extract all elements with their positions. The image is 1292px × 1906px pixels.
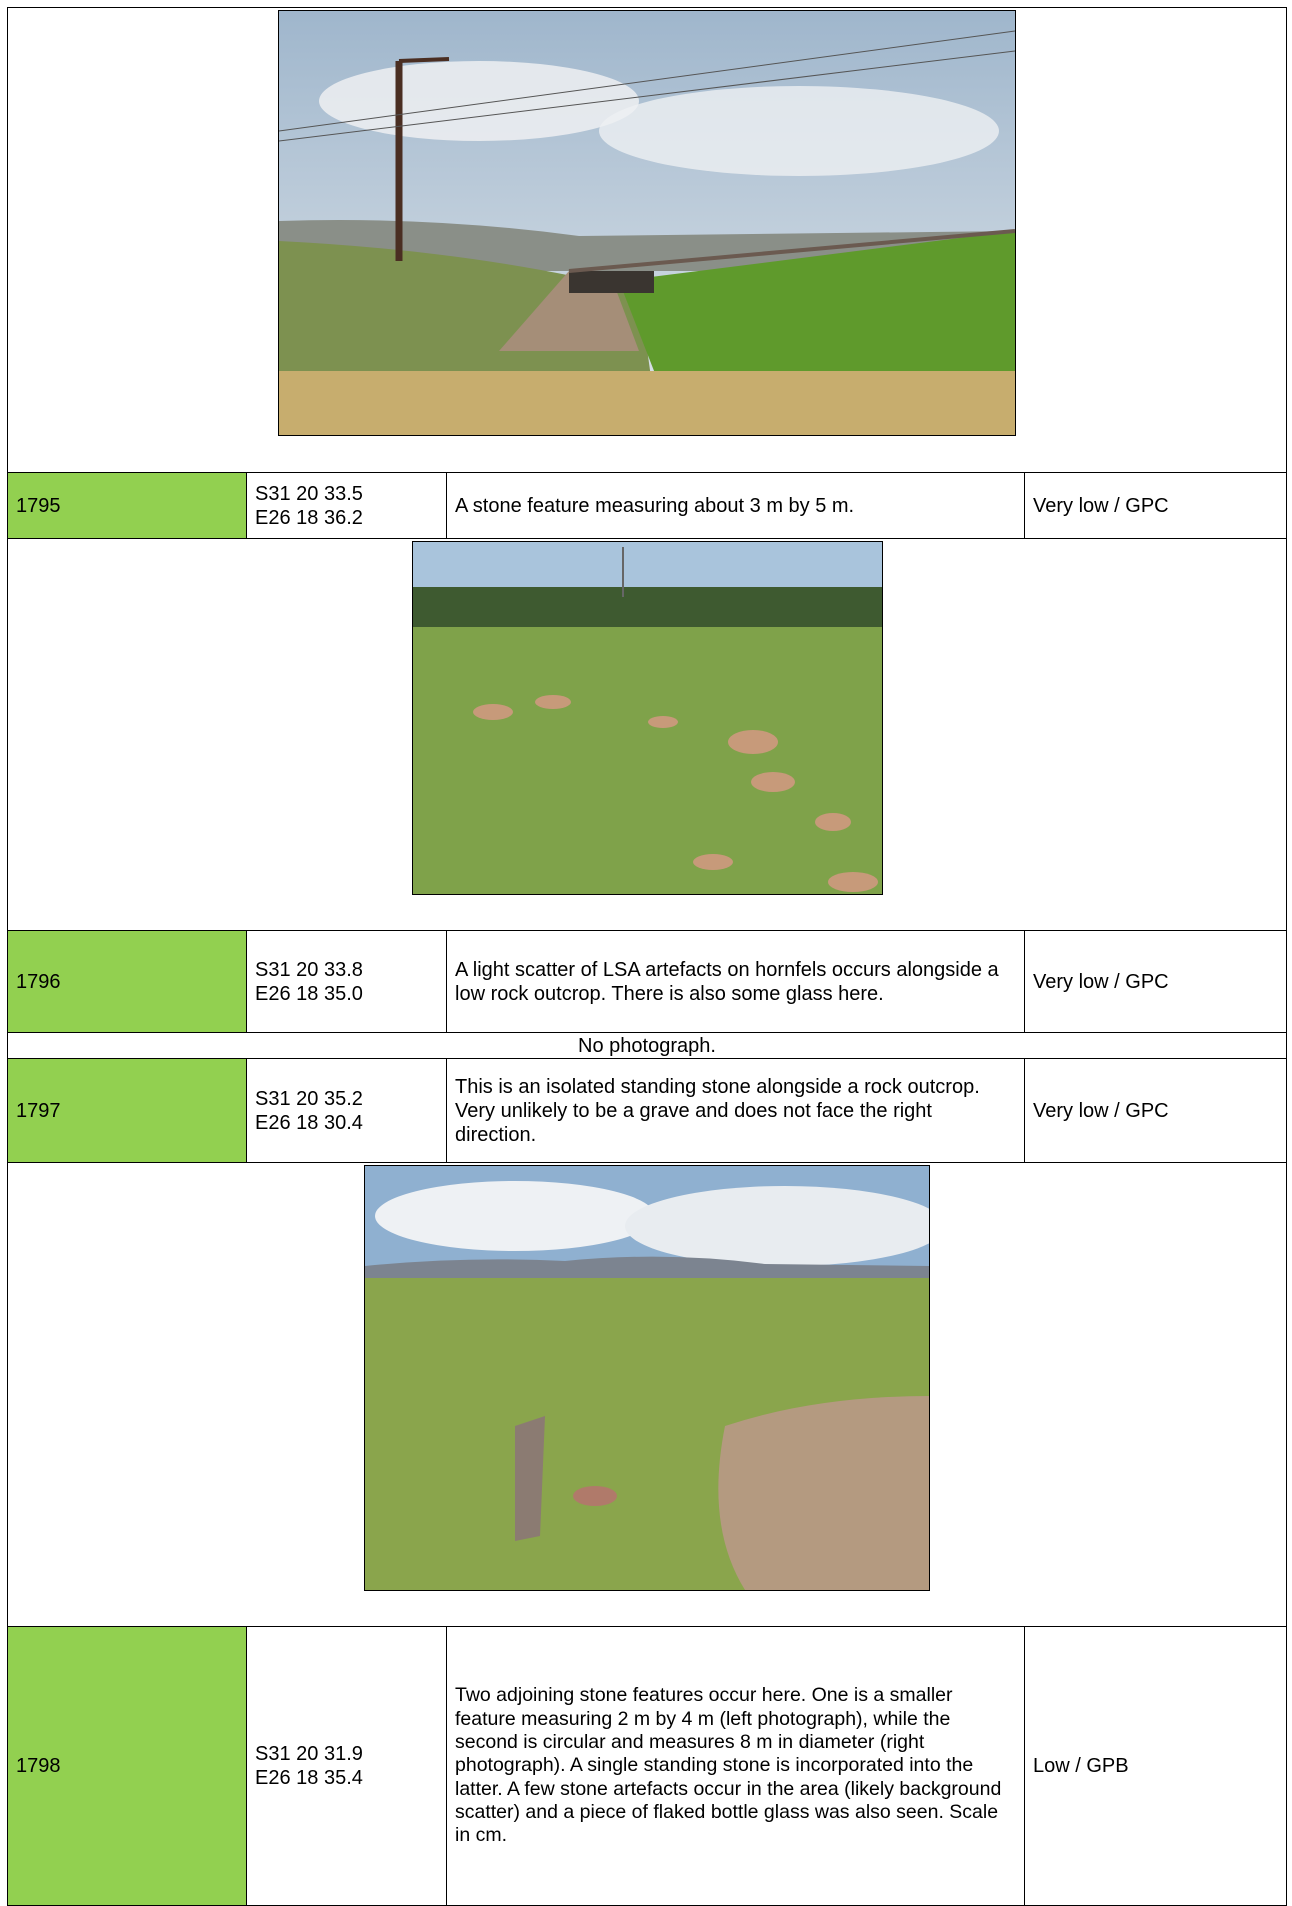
site-number: 1797 [16,1099,61,1122]
description-cell: A light scatter of LSA artefacts on horn… [446,930,1025,1033]
description: A light scatter of LSA artefacts on horn… [455,958,999,1005]
coords-cell: S31 20 35.2 E26 18 30.4 [246,1058,447,1163]
site-number: 1795 [16,494,61,517]
site-cell: 1797 [7,1058,247,1163]
longitude: E26 18 35.0 [255,982,363,1005]
longitude: E26 18 36.2 [255,506,363,529]
latitude: S31 20 33.5 [255,482,363,505]
description: This is an isolated standing stone along… [455,1075,980,1146]
significance: Very low / GPC [1033,970,1169,993]
note-cell: No photograph. [7,1032,1287,1059]
photo-stone-feature [412,541,883,895]
description: Two adjoining stone features occur here.… [455,1684,1002,1847]
site-number: 1796 [16,970,61,993]
description-cell: This is an isolated standing stone along… [446,1058,1025,1163]
significance-cell: Very low / GPC [1024,930,1287,1033]
description: A stone feature measuring about 3 m by 5… [455,494,855,517]
photo-standing-stone [364,1165,930,1591]
longitude: E26 18 35.4 [255,1767,363,1789]
site-cell: 1798 [7,1626,247,1906]
site-number: 1798 [16,1755,61,1777]
latitude: S31 20 31.9 [255,1743,363,1765]
significance: Very low / GPC [1033,1099,1169,1122]
significance-cell: Low / GPB [1024,1626,1287,1906]
description-cell: A stone feature measuring about 3 m by 5… [446,472,1025,539]
longitude: E26 18 30.4 [255,1111,363,1134]
coords-cell: S31 20 33.5 E26 18 36.2 [246,472,447,539]
latitude: S31 20 33.8 [255,958,363,981]
latitude: S31 20 35.2 [255,1087,363,1110]
description-cell: Two adjoining stone features occur here.… [446,1626,1025,1906]
significance: Low / GPB [1033,1755,1129,1777]
photo-bridge [278,10,1016,436]
significance: Very low / GPC [1033,494,1169,517]
coords-cell: S31 20 31.9 E26 18 35.4 [246,1626,447,1906]
significance-cell: Very low / GPC [1024,1058,1287,1163]
note: No photograph. [578,1034,716,1057]
site-cell: 1796 [7,930,247,1033]
site-cell: 1795 [7,472,247,539]
coords-cell: S31 20 33.8 E26 18 35.0 [246,930,447,1033]
significance-cell: Very low / GPC [1024,472,1287,539]
